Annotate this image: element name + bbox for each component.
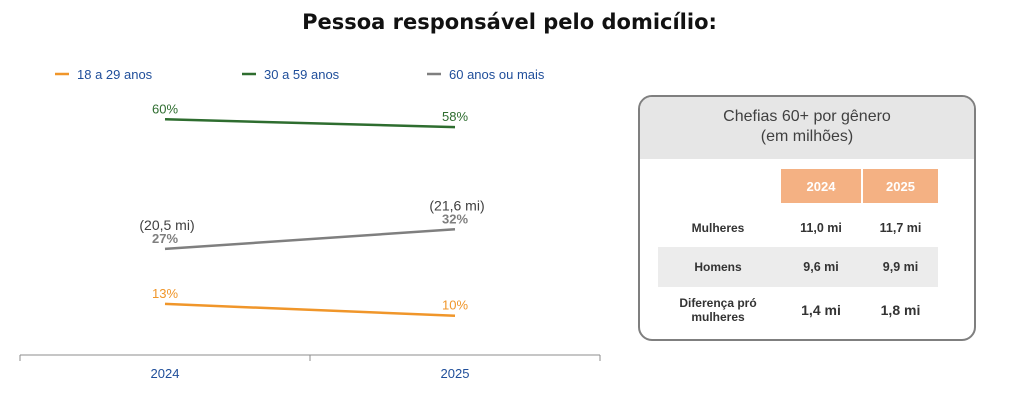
- series-line-30-a-59-anos: [164, 118, 456, 129]
- page-title: Pessoa responsável pelo domicílio:: [302, 10, 717, 34]
- data-label-18-a-29-anos-2024: 13%: [152, 286, 178, 301]
- data-label-18-a-29-anos-2025: 10%: [442, 298, 468, 313]
- series-line-18-a-29-anos: [164, 302, 456, 317]
- line-chart: 18 a 29 anos 30 a 59 anos 60 anos ou mais 2…: [19, 67, 601, 381]
- table-title-line2: (em milhões): [760, 128, 854, 145]
- series-line-60-anos-ou-mais: [164, 228, 456, 251]
- value-homens-2024: 9,6 mi: [803, 260, 839, 274]
- value-mulheres-2025: 11,7 mi: [879, 221, 922, 235]
- annotation-60-anos-ou-mais-2024: (20,5 mi): [139, 217, 194, 233]
- annotation-60-anos-ou-mais-2025: (21,6 mi): [429, 197, 484, 213]
- x-tick-label-2024: 2024: [151, 366, 180, 381]
- column-header-2025: 2025: [863, 169, 938, 203]
- row-label-homens: Homens: [694, 260, 742, 274]
- row-background-homens: [658, 247, 938, 287]
- data-label-60-anos-ou-mais-2024: 27%: [152, 231, 178, 246]
- row-label-diferenca: Diferença pró mulheres: [679, 296, 757, 324]
- value-homens-2025: 9,9 mi: [882, 260, 919, 274]
- data-label-30-a-59-anos-2024: 60%: [152, 101, 178, 116]
- column-header-2024: 2024: [781, 169, 861, 203]
- table-title-line1: Chefias 60+ por gênero: [723, 108, 891, 125]
- summary-table-panel: Chefias 60+ por gênero (em milhões) 2024…: [638, 95, 976, 341]
- value-mulheres-2024: 11,0 mi: [800, 221, 842, 235]
- value-diferenca-2024: 1,4 mi: [801, 302, 841, 318]
- data-label-30-a-59-anos-2025: 58%: [442, 109, 468, 124]
- legend-label-18-a-29-anos: 18 a 29 anos: [77, 67, 153, 82]
- data-label-60-anos-ou-mais-2025: 32%: [442, 211, 468, 226]
- x-tick-label-2025: 2025: [441, 366, 470, 381]
- legend-label-30-a-59-anos: 30 a 59 anos: [264, 67, 340, 82]
- legend-label-60-anos-ou-mais: 60 anos ou mais: [449, 67, 545, 82]
- value-diferenca-2025: 1,8 mi: [880, 302, 921, 318]
- table-header: Chefias 60+ por gênero (em milhões): [640, 97, 974, 159]
- row-label-mulheres: Mulheres: [691, 221, 745, 235]
